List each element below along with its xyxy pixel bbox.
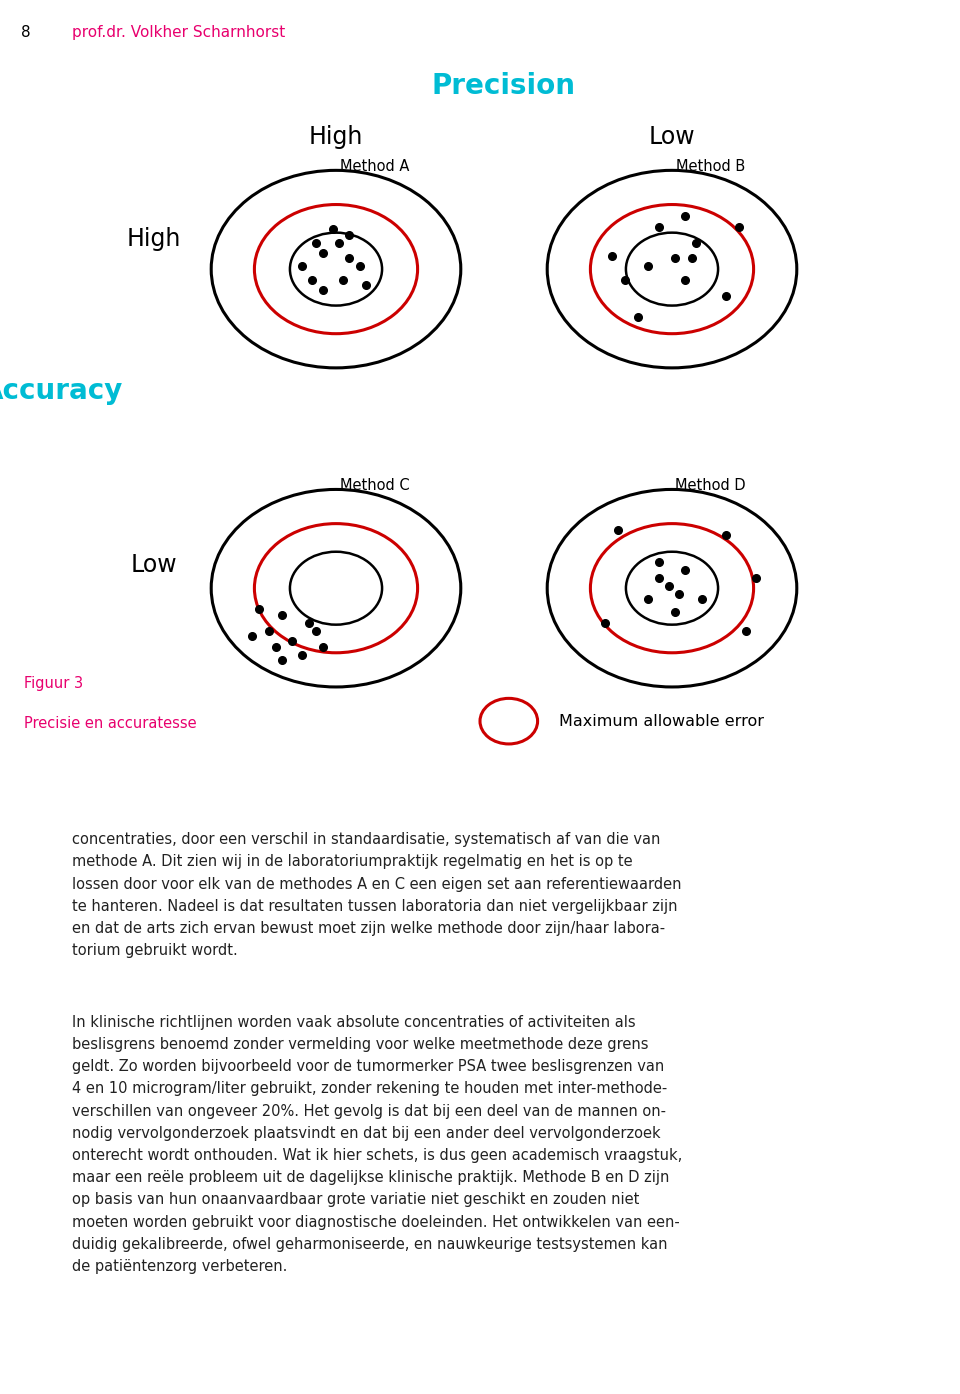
Text: concentraties, door een verschil in standaardisatie, systematisch af van die van: concentraties, door een verschil in stan… <box>72 832 682 958</box>
Text: Figuur 3: Figuur 3 <box>24 676 84 690</box>
Text: In klinische richtlijnen worden vaak absolute concentraties of activiteiten als
: In klinische richtlijnen worden vaak abs… <box>72 1015 683 1274</box>
Text: Method D: Method D <box>675 478 746 493</box>
Text: Low: Low <box>649 124 695 149</box>
Text: Precisie en accuratesse: Precisie en accuratesse <box>24 717 197 730</box>
Text: Method C: Method C <box>340 478 409 493</box>
Text: High: High <box>127 227 180 251</box>
Text: Method A: Method A <box>340 159 409 174</box>
Text: Low: Low <box>131 553 177 577</box>
Text: Method B: Method B <box>676 159 745 174</box>
Text: prof.dr. Volkher Scharnhorst: prof.dr. Volkher Scharnhorst <box>72 25 285 40</box>
Text: Maximum allowable error: Maximum allowable error <box>559 714 764 729</box>
Text: High: High <box>309 124 363 149</box>
Text: Precision: Precision <box>432 71 576 99</box>
Text: Accuracy: Accuracy <box>0 376 124 404</box>
Text: 8: 8 <box>21 25 31 40</box>
